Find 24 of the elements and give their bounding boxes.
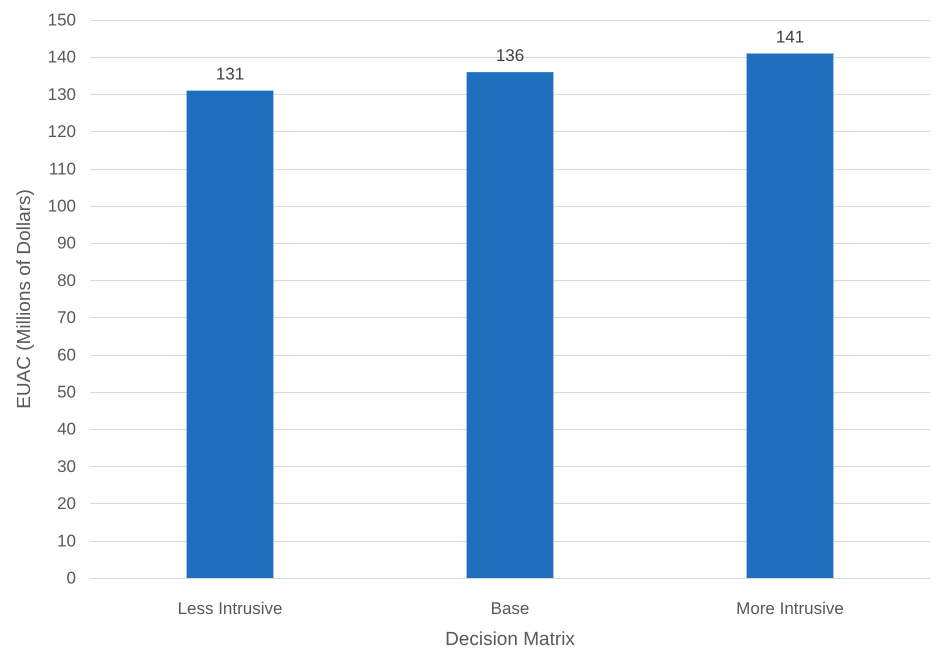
y-tick-label: 120 [48, 122, 76, 142]
data-label: 136 [496, 46, 524, 66]
y-axis-title: EUAC (Millions of Dollars) [14, 189, 35, 409]
y-tick-label: 150 [48, 10, 76, 30]
y-tick-label: 20 [57, 494, 76, 514]
y-tick-label: 60 [57, 345, 76, 364]
y-tick-label: 130 [48, 84, 76, 104]
data-label: 141 [776, 27, 804, 46]
y-tick-label: 70 [57, 308, 76, 328]
y-tick-label: 0 [66, 568, 76, 588]
x-tick-label: Less Intrusive [178, 599, 282, 618]
y-tick-label: 90 [57, 234, 76, 253]
y-tick-label: 40 [57, 420, 76, 439]
y-tick-label: 30 [57, 456, 76, 476]
x-axis-title: Decision Matrix [445, 629, 576, 650]
y-tick-label: 140 [48, 48, 76, 67]
y-tick-label: 10 [57, 531, 76, 550]
y-tick-label: 50 [57, 382, 76, 402]
y-tick-label: 110 [48, 159, 76, 178]
x-tick-label: More Intrusive [736, 599, 844, 618]
x-tick-label: Base [490, 599, 530, 618]
y-tick-label: 80 [57, 270, 76, 290]
data-label: 131 [216, 64, 244, 84]
y-tick-label: 100 [48, 196, 76, 216]
